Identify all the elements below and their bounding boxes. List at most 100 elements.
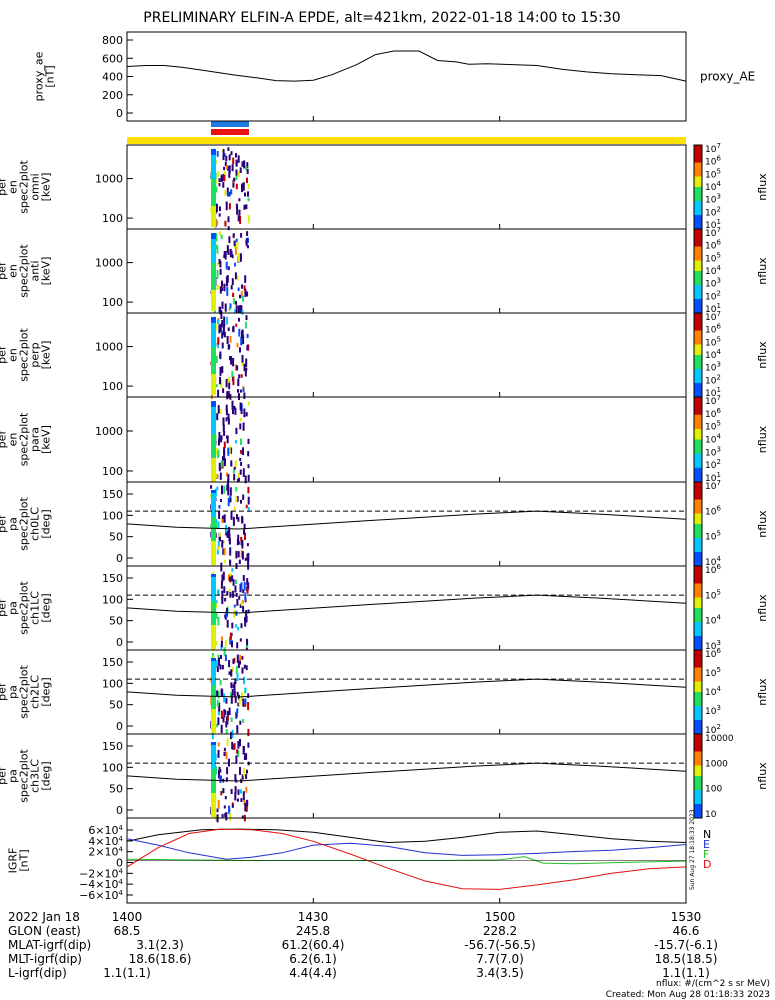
spectrogram-pixel — [211, 580, 216, 583]
spectrogram-pixel — [235, 497, 238, 503]
spectrogram-pixel — [222, 424, 225, 432]
spectrogram-pixel — [211, 556, 216, 559]
spectrogram-pixel — [243, 160, 246, 169]
spectrogram-pixel — [210, 485, 213, 489]
spectrogram-pixel — [229, 303, 232, 309]
spectrogram-pixel — [211, 452, 216, 455]
panel-ylabel: proxy_ae[nT] — [33, 51, 57, 101]
colorbar-cell — [694, 383, 702, 387]
spectrogram-pixel — [223, 254, 226, 259]
spectrogram-pixel — [219, 533, 221, 542]
spectrogram-pixel — [218, 510, 221, 519]
colorbar-cell — [694, 653, 702, 658]
spectrogram-pixel — [241, 551, 244, 560]
spectrogram-pixel — [246, 177, 248, 184]
spectrogram-pixel — [225, 777, 228, 782]
spectrogram-pixel — [247, 197, 250, 202]
spectrogram-pixel — [234, 407, 237, 415]
spectrogram-pixel — [211, 389, 216, 392]
spectrogram-pixel — [215, 611, 218, 619]
spectrogram-pixel — [231, 164, 234, 172]
spectrogram-pixel — [211, 317, 216, 320]
igrf-E-line — [126, 838, 687, 860]
spectrogram-pixel — [236, 241, 239, 250]
spectrogram-pixel — [237, 750, 240, 757]
spectrogram-pixel — [231, 667, 234, 673]
panel-ylabel: elapefenspec2plotanti[keV] — [0, 244, 53, 298]
spectrogram-pixel — [211, 790, 216, 793]
colorbar-cell — [694, 306, 702, 310]
spectrogram-pixel — [230, 251, 233, 257]
spectrogram-pixel — [234, 272, 237, 280]
spectrogram-pixel — [211, 499, 216, 502]
colorbar-cell — [694, 790, 702, 794]
spectrogram-pixel — [245, 358, 248, 368]
colorbar-cell — [694, 418, 702, 423]
colorbar-cell — [694, 169, 702, 174]
spectrogram-pixel — [211, 664, 216, 667]
spectrogram-pixel — [233, 506, 236, 511]
spectrogram-pixel — [245, 610, 248, 618]
loss-cone-line — [126, 594, 687, 614]
colorbar-cell — [694, 173, 702, 177]
spectrogram-pixel — [228, 171, 231, 178]
colorbar-cell — [694, 797, 702, 801]
spectrogram-pixel — [218, 306, 221, 313]
colorbar-tick: 106 — [705, 155, 721, 168]
spectrogram-pixel — [215, 355, 218, 363]
plot-title: PRELIMINARY ELFIN-A EPDE, alt=421km, 202… — [143, 10, 620, 26]
igrf-legend-E: E — [703, 838, 710, 851]
colorbar-cell — [694, 639, 702, 644]
spectrogram-pixel — [221, 366, 224, 374]
colorbar-cell — [694, 566, 702, 570]
colorbar-cell — [694, 443, 702, 448]
units-note: nflux: #/(cm^2 s sr MeV) — [656, 979, 770, 989]
spectrogram-pixel — [225, 201, 228, 211]
spectrogram-pixel — [225, 165, 228, 170]
spectrogram-pixel — [229, 636, 232, 645]
spectrogram-pixel — [215, 233, 218, 242]
spectrogram-pixel — [228, 538, 231, 545]
colorbar-cell — [694, 155, 702, 160]
spectrogram-pixel — [222, 571, 225, 581]
colorbar-cell — [694, 201, 702, 205]
colorbar-cell — [694, 751, 702, 756]
colorbar-cell — [694, 748, 702, 752]
spectrogram-pixel — [232, 469, 235, 474]
spectrogram-pixel — [235, 305, 238, 313]
spectrogram-pixel — [227, 474, 230, 481]
colorbar-cell — [694, 783, 702, 787]
spectrogram-pixel — [225, 409, 228, 416]
spectrogram-pixel — [211, 700, 216, 703]
spectrogram-pixel — [247, 507, 250, 512]
spectrogram-pixel — [229, 812, 232, 821]
proxy-ae-line — [126, 50, 687, 82]
spectrogram-pixel — [218, 657, 220, 666]
colorbar-label: nflux — [756, 173, 769, 201]
ytick-label: 0 — [116, 804, 123, 817]
spectrogram-pixel — [228, 526, 231, 534]
spectrogram-pixel — [215, 203, 218, 212]
spectrogram-pixel — [231, 804, 234, 808]
colorbar-cell — [694, 460, 702, 465]
panel-ylabel: IGRF[nT] — [7, 848, 31, 874]
colorbar-cell — [694, 478, 702, 483]
spectrogram-pixel — [245, 166, 248, 171]
colorbar-cell — [694, 503, 702, 507]
ytick-label: 1000 — [95, 257, 123, 270]
spectrogram-pixel — [244, 703, 247, 707]
spectrogram-pixel — [211, 392, 216, 395]
footer-value: 3.4(3.5) — [476, 966, 524, 980]
igrf-legend-D: D — [703, 858, 711, 871]
spectrogram-pixel — [235, 153, 237, 158]
spectrogram-pixel — [229, 495, 232, 500]
spectrogram-pixel — [221, 342, 224, 349]
footer-value: 18.6(18.6) — [129, 952, 192, 966]
ytick-label: 150 — [102, 488, 123, 501]
panel-ylabel: elapefpaspec2plotch3LC[deg] — [0, 749, 53, 803]
colorbar-cell — [694, 625, 702, 630]
colorbar-cell — [694, 506, 702, 511]
spectrogram-pixel — [221, 540, 224, 548]
spectrogram-pixel — [228, 805, 231, 815]
